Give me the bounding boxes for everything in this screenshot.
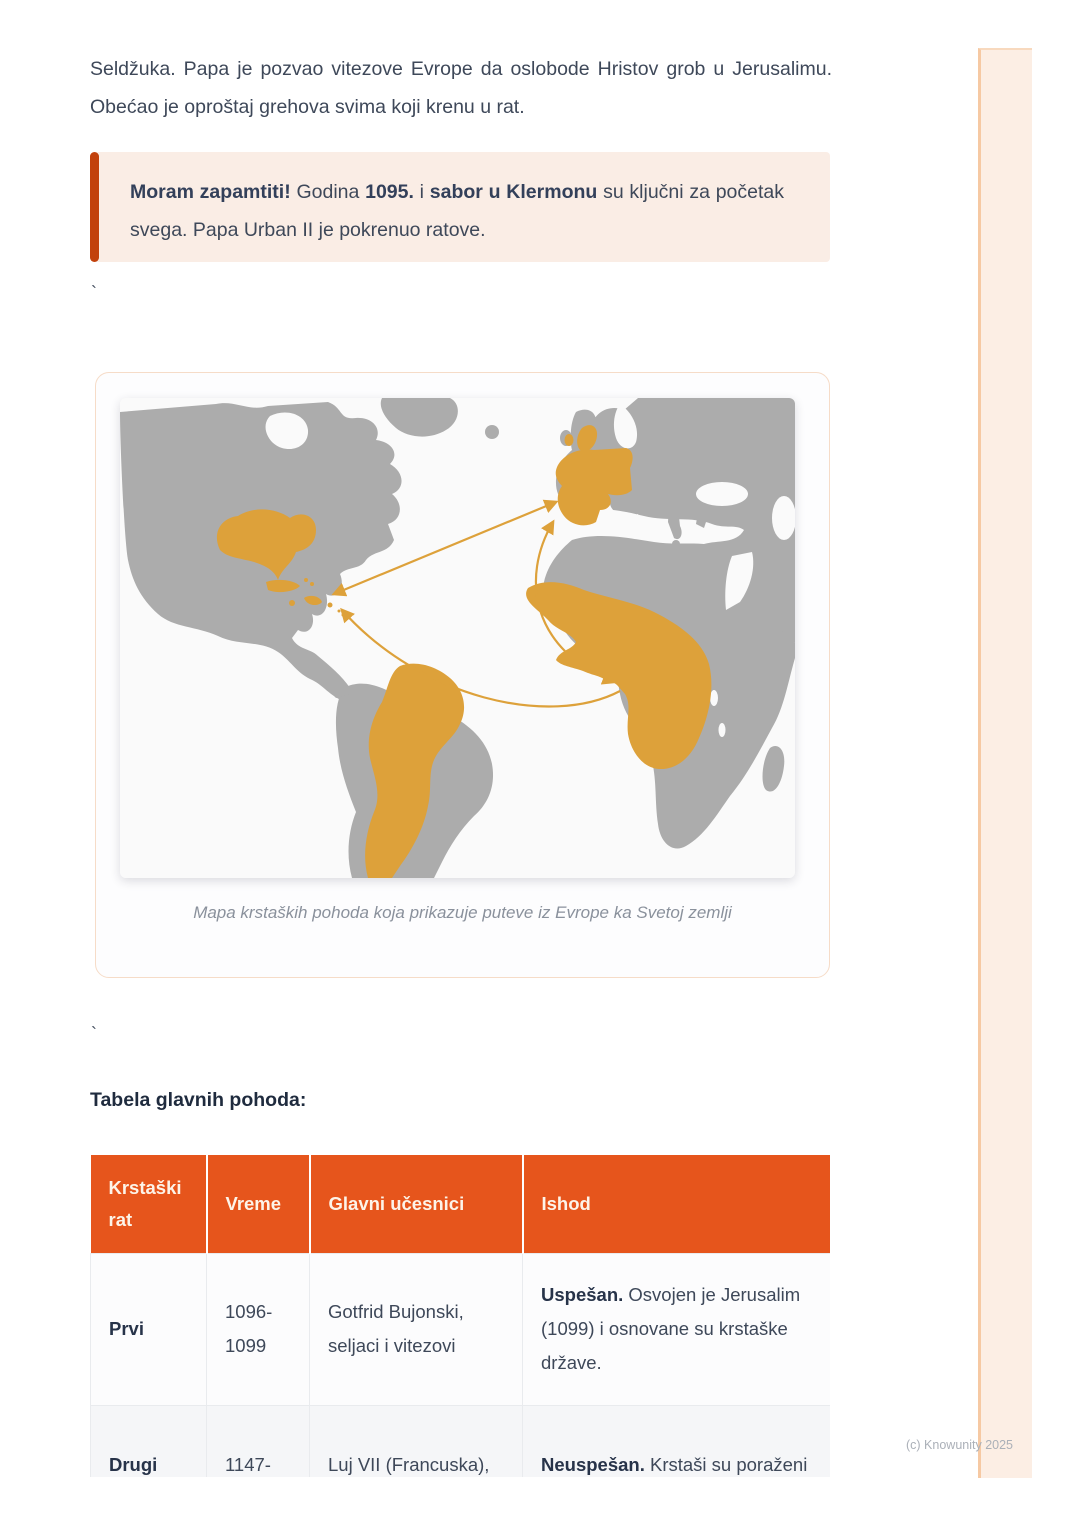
- cell-outcome: Neuspešan. Krstaši su poraženi: [522, 1404, 830, 1477]
- outcome-verdict: Neuspešan.: [541, 1454, 645, 1475]
- stray-backtick: `: [91, 1024, 97, 1044]
- intro-paragraph: Seldžuka. Papa je pozvao vitezove Evrope…: [90, 58, 832, 118]
- table-row: Prvi 1096-1099 Gotfrid Bujonski, seljaci…: [90, 1252, 830, 1406]
- crusades-table-container: Krstaški rat Vreme Glavni učesnici Ishod…: [90, 1155, 830, 1477]
- callout-text: i: [413, 181, 430, 203]
- callout-accent-bar: [90, 152, 99, 262]
- outcome-detail: Krstaši su poraženi: [644, 1454, 808, 1475]
- outcome-verdict: Uspešan.: [541, 1284, 624, 1305]
- callout-text: su ključni za početak svega. Papa Urban …: [130, 181, 785, 241]
- table-row: Drugi 1147- Luj VII (Francuska), Neuspeš…: [90, 1404, 830, 1477]
- war-name: Prvi: [109, 1318, 144, 1339]
- outcome-detail: Osvojen je Jerusalim (1099) i osnovane s…: [541, 1284, 801, 1373]
- stray-backtick: `: [91, 283, 97, 303]
- header-cell-time: Vreme: [206, 1155, 311, 1253]
- callout-bold-year: 1095.: [365, 181, 414, 203]
- copyright-notice: (c) Knowunity 2025: [906, 1438, 1014, 1452]
- map-figure-card: Mapa krstaških pohoda koja prikazuje put…: [95, 372, 830, 978]
- cell-outcome: Uspešan. Osvojen je Jerusalim (1099) i o…: [522, 1252, 830, 1406]
- page-edge-decoration: [978, 48, 1032, 1478]
- cell-time: 1096-1099: [206, 1252, 310, 1406]
- callout-bold-lead: Moram zapamtiti!: [130, 181, 291, 203]
- header-cell-participants: Glavni učesnici: [309, 1155, 524, 1253]
- cell-participants: Gotfrid Bujonski, seljaci i vitezovi: [309, 1252, 523, 1406]
- remember-callout: Moram zapamtiti! Godina 1095. i sabor u …: [90, 152, 830, 262]
- header-cell-war: Krstaški rat: [90, 1155, 208, 1253]
- callout-bold-council: sabor u Klermonu: [429, 181, 598, 203]
- table-section-heading: Tabela glavnih pohoda:: [90, 1089, 307, 1111]
- cell-time: 1147-: [206, 1404, 310, 1477]
- figure-caption: Mapa krstaških pohoda koja prikazuje put…: [193, 903, 732, 922]
- callout-text: Godina: [290, 181, 366, 203]
- cell-war: Drugi: [90, 1404, 207, 1477]
- header-cell-outcome: Ishod: [522, 1155, 830, 1253]
- table-header-row: Krstaški rat Vreme Glavni učesnici Ishod: [90, 1155, 830, 1253]
- world-map-graphic: [120, 398, 795, 878]
- crusades-table: Krstaški rat Vreme Glavni učesnici Ishod…: [90, 1155, 830, 1477]
- cell-war: Prvi: [90, 1252, 207, 1406]
- crusades-map-image: [120, 398, 795, 878]
- cell-participants: Luj VII (Francuska),: [309, 1404, 523, 1477]
- war-name: Drugi: [109, 1454, 158, 1475]
